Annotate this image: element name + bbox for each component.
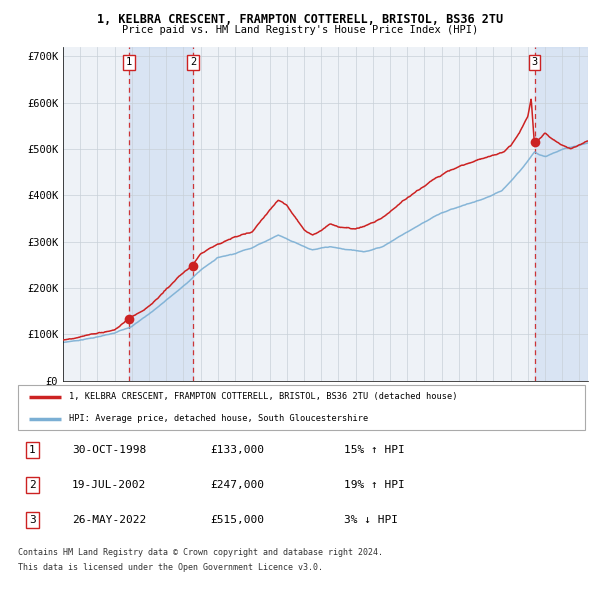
- Text: 19% ↑ HPI: 19% ↑ HPI: [344, 480, 405, 490]
- Text: 1, KELBRA CRESCENT, FRAMPTON COTTERELL, BRISTOL, BS36 2TU: 1, KELBRA CRESCENT, FRAMPTON COTTERELL, …: [97, 13, 503, 26]
- Text: £247,000: £247,000: [211, 480, 265, 490]
- Text: HPI: Average price, detached house, South Gloucestershire: HPI: Average price, detached house, Sout…: [69, 414, 368, 424]
- Text: 30-OCT-1998: 30-OCT-1998: [72, 445, 146, 455]
- Text: This data is licensed under the Open Government Licence v3.0.: This data is licensed under the Open Gov…: [18, 563, 323, 572]
- Text: 2: 2: [190, 57, 196, 67]
- Text: 3: 3: [29, 515, 35, 525]
- Text: 3: 3: [532, 57, 538, 67]
- Text: Price paid vs. HM Land Registry's House Price Index (HPI): Price paid vs. HM Land Registry's House …: [122, 25, 478, 35]
- Text: 19-JUL-2002: 19-JUL-2002: [72, 480, 146, 490]
- Text: £133,000: £133,000: [211, 445, 265, 455]
- Text: 26-MAY-2022: 26-MAY-2022: [72, 515, 146, 525]
- Text: Contains HM Land Registry data © Crown copyright and database right 2024.: Contains HM Land Registry data © Crown c…: [18, 548, 383, 556]
- Text: 1: 1: [126, 57, 132, 67]
- Text: 2: 2: [29, 480, 35, 490]
- Text: 1: 1: [29, 445, 35, 455]
- Bar: [535, 47, 588, 381]
- Text: 15% ↑ HPI: 15% ↑ HPI: [344, 445, 405, 455]
- Bar: [129, 47, 193, 381]
- Text: £515,000: £515,000: [211, 515, 265, 525]
- FancyBboxPatch shape: [18, 385, 585, 430]
- Text: 1, KELBRA CRESCENT, FRAMPTON COTTERELL, BRISTOL, BS36 2TU (detached house): 1, KELBRA CRESCENT, FRAMPTON COTTERELL, …: [69, 392, 458, 401]
- Text: 3% ↓ HPI: 3% ↓ HPI: [344, 515, 398, 525]
